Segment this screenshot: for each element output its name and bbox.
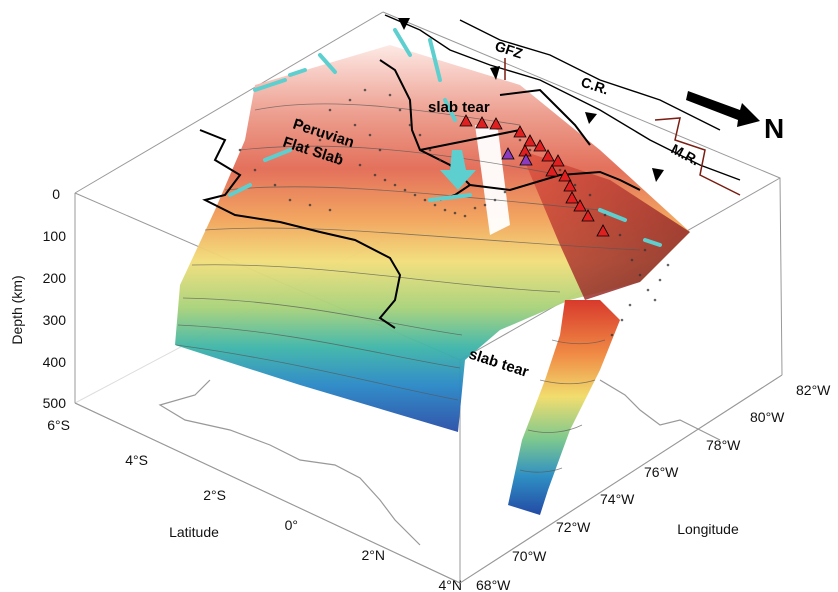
depth-tick-100: 100 xyxy=(43,228,67,244)
depth-tick-0: 0 xyxy=(52,186,60,202)
slab-red-lobe xyxy=(520,150,690,300)
depth-axis-label: Depth (km) xyxy=(9,275,25,344)
triangle-icon xyxy=(490,66,500,80)
triangle-icon xyxy=(565,191,579,204)
triangle-icon xyxy=(519,153,533,166)
lower-coastline xyxy=(158,379,721,546)
latitude-tick-4s: 4°S xyxy=(125,452,148,468)
latitude-tick-2n: 2°N xyxy=(362,547,386,563)
triangle-icon xyxy=(551,154,565,167)
depth-contours xyxy=(175,103,641,473)
triangle-icon xyxy=(398,18,410,30)
triangle-icon xyxy=(523,134,537,147)
triangle-icon xyxy=(652,168,664,182)
slab-main xyxy=(175,45,690,432)
depth-axis: 0 100 200 300 400 500 Depth (km) xyxy=(9,186,76,411)
depth-tick-300: 300 xyxy=(43,312,67,328)
latitude-tick-2s: 2°S xyxy=(203,487,226,503)
annotation-slab-tear-bottom: slab tear xyxy=(467,346,531,381)
longitude-tick-82w: 82°W xyxy=(796,382,831,398)
depth-tick-400: 400 xyxy=(43,354,67,370)
triangle-icon xyxy=(563,179,577,192)
triangle-icon xyxy=(558,169,572,182)
triangle-icon xyxy=(541,149,555,162)
trench-barbs xyxy=(398,18,664,182)
triangle-icon xyxy=(459,114,473,127)
stress-axes xyxy=(228,28,662,247)
depth-tick-200: 200 xyxy=(43,270,67,286)
latitude-axis: 6°S 4°S 2°S 0° 2°N 4°N Latitude xyxy=(47,402,463,592)
trench-line xyxy=(384,14,741,181)
triangle-icon xyxy=(533,139,547,152)
triangle-icon xyxy=(489,117,503,130)
north-arrow: N xyxy=(686,91,784,144)
annotation-gfz: GFZ xyxy=(493,38,525,62)
longitude-tick-68w: 68°W xyxy=(476,577,511,592)
arrow-icon xyxy=(686,91,760,127)
annotation-cr: C.R. xyxy=(579,74,611,98)
annotation-slab-tear-top: slab tear xyxy=(428,99,490,116)
longitude-tick-76w: 76°W xyxy=(644,464,679,480)
triangle-icon xyxy=(475,116,489,129)
slab-tear-arrow xyxy=(440,150,476,190)
triangle-icon xyxy=(501,147,515,160)
longitude-axis-label: Longitude xyxy=(677,521,739,537)
longitude-tick-70w: 70°W xyxy=(512,548,547,564)
longitude-tick-74w: 74°W xyxy=(600,491,635,507)
earthquake-dots xyxy=(238,88,670,337)
slab-tongue xyxy=(508,300,620,515)
country-borders xyxy=(199,59,641,329)
longitude-axis: 68°W 70°W 72°W 74°W 76°W 78°W 80°W 82°W … xyxy=(459,374,831,592)
latitude-tick-0: 0° xyxy=(285,517,298,533)
triangle-icon xyxy=(596,224,610,237)
longitude-tick-78w: 78°W xyxy=(706,437,741,453)
longitude-tick-80w: 80°W xyxy=(750,409,785,425)
longitude-tick-72w: 72°W xyxy=(556,519,591,535)
latitude-axis-label: Latitude xyxy=(169,524,219,540)
triangle-icon xyxy=(581,209,595,222)
slab-surface xyxy=(175,45,690,515)
latitude-tick-6s: 6°S xyxy=(47,417,70,433)
triangle-icon xyxy=(573,199,587,212)
depth-tick-500: 500 xyxy=(43,395,67,411)
north-label: N xyxy=(764,113,784,144)
latitude-tick-4n: 4°N xyxy=(439,577,463,592)
triangle-icon xyxy=(513,125,527,138)
volcano-triangles xyxy=(459,114,610,237)
triangle-icon xyxy=(585,112,597,124)
triangle-icon xyxy=(545,164,559,177)
slab-tear-gap xyxy=(475,125,510,235)
mr-boundary xyxy=(504,58,741,196)
